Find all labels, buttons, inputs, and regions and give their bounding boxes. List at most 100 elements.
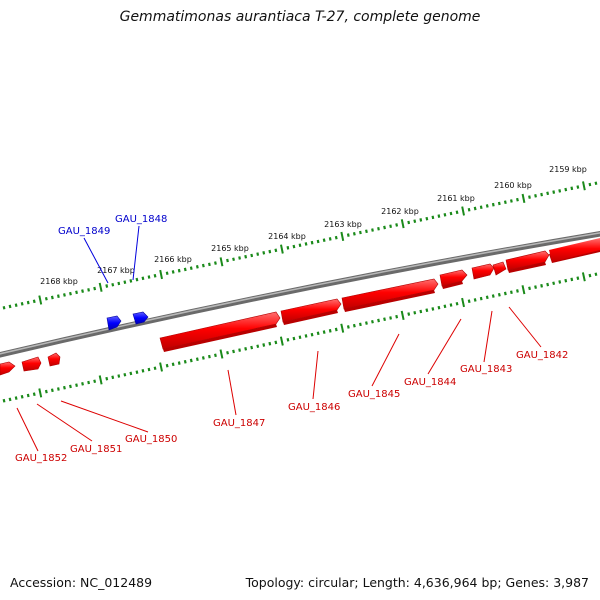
inner-ruler-minor-tick <box>365 321 368 325</box>
outer-ruler-minor-tick <box>244 254 248 259</box>
gene-label-gau-1847[interactable]: GAU_1847 <box>213 418 265 429</box>
scale-label: 2161 kbp <box>437 194 475 203</box>
gene-label-gau-1844[interactable]: GAU_1844 <box>404 377 456 388</box>
inner-ruler-minor-tick <box>328 328 332 333</box>
gene-arrow-gau-1848[interactable] <box>132 311 149 325</box>
outer-ruler-minor-tick <box>383 225 386 230</box>
inner-ruler-minor-tick <box>510 290 513 295</box>
gene-arrow-gau-1842[interactable] <box>549 238 600 263</box>
outer-ruler-minor-tick <box>2 305 6 310</box>
inner-ruler-minor-tick <box>44 389 48 394</box>
inner-ruler-minor-tick <box>20 394 24 399</box>
inner-ruler-minor-tick <box>425 308 429 313</box>
gene-arrow-gau-1851[interactable] <box>21 356 42 372</box>
outer-ruler-minor-tick <box>165 271 169 276</box>
gene-arrow-gau-1852[interactable] <box>0 361 16 376</box>
outer-ruler-minor-tick <box>69 291 72 296</box>
inner-ruler-minor-tick <box>346 325 350 329</box>
gene-label-gau-1845[interactable]: GAU_1845 <box>348 389 400 400</box>
inner-ruler-minor-tick <box>105 376 109 381</box>
inner-ruler-minor-tick <box>437 305 441 310</box>
outer-ruler-major-tick <box>280 244 284 254</box>
map-title: Gemmatimonas aurantiaca T-27, complete g… <box>119 9 481 25</box>
inner-ruler-minor-tick <box>497 292 501 297</box>
gene-arrow-gau-1849[interactable] <box>106 315 122 331</box>
outer-ruler-minor-tick <box>503 200 507 205</box>
outer-ruler-minor-tick <box>75 290 78 295</box>
outer-ruler-minor-tick <box>214 261 217 265</box>
gene-arrow-gau-1849-forward[interactable] <box>159 311 281 352</box>
outer-ruler-minor-tick <box>111 282 115 287</box>
inner-ruler-minor-tick <box>552 281 556 286</box>
outer-ruler-major-tick <box>461 206 465 216</box>
outer-ruler-minor-tick <box>310 240 314 245</box>
inner-ruler-major-tick <box>98 375 103 385</box>
gene-arrow-gau-1847[interactable] <box>341 278 439 312</box>
gene-arrow-gau-1846[interactable] <box>439 269 468 289</box>
outer-ruler-minor-tick <box>238 256 241 260</box>
inner-ruler-minor-tick <box>389 316 392 320</box>
inner-ruler-minor-tick <box>226 350 229 355</box>
outer-ruler-minor-tick <box>352 232 356 236</box>
inner-ruler-minor-tick <box>558 280 562 284</box>
inner-ruler-minor-tick <box>298 335 302 340</box>
outer-ruler-major-tick <box>521 193 526 204</box>
gene-arrow-gau-1850[interactable] <box>47 352 61 367</box>
outer-ruler-minor-tick <box>183 267 187 272</box>
outer-ruler-major-tick <box>400 219 405 229</box>
outer-ruler-minor-tick <box>292 244 296 249</box>
scale-label: 2162 kbp <box>381 207 419 216</box>
scale-label: 2168 kbp <box>40 277 78 286</box>
gene-arrow-gau-1845[interactable] <box>471 263 495 280</box>
inner-ruler-minor-tick <box>147 367 151 372</box>
inner-ruler-minor-tick <box>14 396 18 400</box>
outer-ruler-minor-tick <box>8 304 12 309</box>
outer-ruler-major-tick <box>219 257 224 267</box>
gene-label-gau-1842[interactable]: GAU_1842 <box>516 350 568 361</box>
outer-ruler-minor-tick <box>359 230 362 235</box>
outer-ruler-major-tick <box>159 269 163 280</box>
inner-ruler-minor-tick <box>395 314 399 319</box>
gene-label-gau-1850[interactable]: GAU_1850 <box>125 434 177 445</box>
scale-label: 2160 kbp <box>494 181 532 190</box>
inner-ruler-minor-tick <box>371 319 374 324</box>
scale-label: 2159 kbp <box>549 165 587 174</box>
outer-ruler-minor-tick <box>268 249 272 254</box>
inner-ruler-minor-tick <box>479 296 483 301</box>
inner-ruler-minor-tick <box>383 317 386 322</box>
inner-ruler-minor-tick <box>26 393 30 398</box>
inner-ruler-major-tick <box>159 362 163 372</box>
inner-ruler-minor-tick <box>594 272 598 277</box>
outer-ruler-minor-tick <box>540 192 543 197</box>
outer-ruler-minor-tick <box>195 265 199 269</box>
gene-arrow-gau-1848-forward[interactable] <box>280 298 342 325</box>
inner-ruler-minor-tick <box>334 327 338 332</box>
outer-ruler-minor-tick <box>437 214 441 218</box>
gene-arrow-gau-1843[interactable] <box>505 250 550 273</box>
inner-ruler-minor-tick <box>244 347 248 351</box>
gene-label-gau-1848[interactable]: GAU_1848 <box>115 214 167 225</box>
outer-ruler-minor-tick <box>431 215 435 220</box>
inner-ruler-major-tick <box>279 336 284 346</box>
outer-ruler-minor-tick <box>570 186 574 191</box>
gene-label-gau-1843[interactable]: GAU_1843 <box>460 364 512 375</box>
gene-label-gau-1846[interactable]: GAU_1846 <box>288 402 340 413</box>
gene-arrow-gau-1844[interactable] <box>492 261 507 276</box>
outer-ruler-minor-tick <box>129 279 133 283</box>
gene-label-gau-1849[interactable]: GAU_1849 <box>58 226 110 237</box>
inner-ruler-minor-tick <box>189 358 193 363</box>
inner-ruler-minor-tick <box>528 286 531 291</box>
genome-summary-text: Topology: circular; Length: 4,636,964 bp… <box>245 575 589 590</box>
gene-label-gau-1851[interactable]: GAU_1851 <box>70 444 122 455</box>
inner-ruler-minor-tick <box>93 379 97 384</box>
inner-ruler-minor-tick <box>473 298 477 302</box>
outer-ruler-minor-tick <box>250 253 254 258</box>
outer-ruler-minor-tick <box>510 199 513 203</box>
inner-ruler-minor-tick <box>232 349 235 354</box>
outer-ruler-minor-tick <box>365 229 368 234</box>
gene-label-gau-1852[interactable]: GAU_1852 <box>15 453 67 464</box>
outer-ruler-minor-tick <box>413 219 417 223</box>
outer-ruler-minor-tick <box>274 248 278 253</box>
inner-ruler-minor-tick <box>75 383 78 387</box>
inner-ruler-minor-tick <box>352 323 356 328</box>
